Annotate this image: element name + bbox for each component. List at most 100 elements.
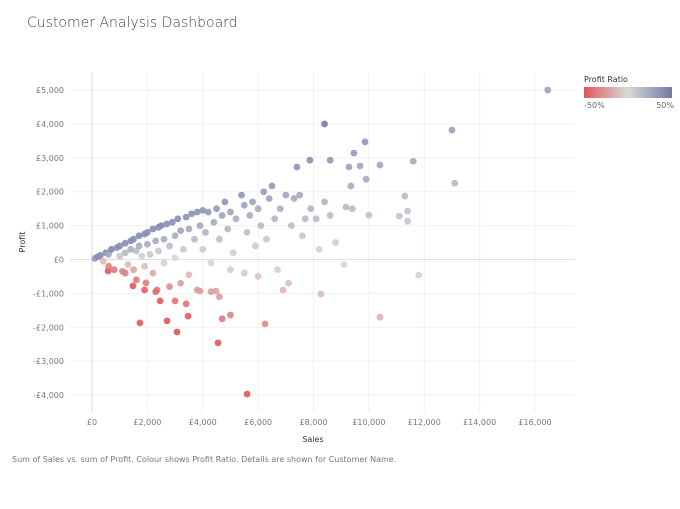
data-point[interactable] — [130, 235, 137, 243]
data-point[interactable] — [155, 247, 162, 255]
data-point[interactable] — [246, 212, 254, 219]
data-point[interactable] — [96, 252, 104, 259]
data-point[interactable] — [196, 222, 204, 230]
data-point[interactable] — [168, 218, 176, 226]
data-point[interactable] — [116, 252, 124, 260]
data-point[interactable] — [218, 212, 226, 219]
data-point[interactable] — [544, 86, 552, 94]
data-point[interactable] — [182, 300, 190, 308]
data-point[interactable] — [124, 261, 132, 268]
data-point[interactable] — [356, 162, 364, 170]
data-point[interactable] — [290, 195, 298, 202]
data-point[interactable] — [299, 232, 306, 240]
data-point[interactable] — [163, 317, 171, 325]
data-point[interactable] — [376, 161, 384, 169]
data-point[interactable] — [227, 311, 234, 319]
legend-color-ramp[interactable] — [584, 87, 672, 98]
data-point[interactable] — [121, 249, 129, 257]
data-point[interactable] — [254, 273, 262, 280]
data-point[interactable] — [193, 208, 201, 216]
data-point[interactable] — [287, 222, 295, 230]
data-point[interactable] — [210, 218, 218, 226]
data-point[interactable] — [404, 207, 412, 215]
data-point[interactable] — [212, 287, 220, 295]
data-point[interactable] — [240, 269, 248, 277]
data-point[interactable] — [149, 225, 157, 233]
data-point[interactable] — [224, 225, 232, 233]
data-point[interactable] — [251, 242, 259, 250]
data-point[interactable] — [395, 212, 403, 220]
data-point[interactable] — [146, 251, 154, 258]
data-point[interactable] — [347, 182, 355, 190]
data-point[interactable] — [141, 262, 149, 270]
data-point[interactable] — [321, 120, 328, 128]
data-point[interactable] — [213, 205, 220, 213]
data-point[interactable] — [448, 126, 456, 134]
data-point[interactable] — [261, 320, 269, 328]
data-point[interactable] — [401, 192, 409, 200]
data-point[interactable] — [409, 157, 417, 165]
data-point[interactable] — [173, 328, 181, 336]
data-point[interactable] — [254, 205, 262, 213]
data-point[interactable] — [376, 313, 384, 321]
data-point[interactable] — [215, 293, 223, 301]
data-point[interactable] — [121, 269, 129, 277]
data-point[interactable] — [199, 245, 207, 253]
data-point[interactable] — [207, 288, 215, 296]
data-point[interactable] — [121, 239, 129, 247]
data-point[interactable] — [160, 259, 168, 267]
data-point[interactable] — [204, 208, 212, 216]
data-point[interactable] — [296, 191, 304, 199]
data-point[interactable] — [143, 240, 151, 248]
data-point[interactable] — [171, 297, 179, 305]
data-point[interactable] — [307, 205, 315, 213]
data-point[interactable] — [149, 269, 157, 277]
data-point[interactable] — [362, 175, 370, 183]
data-point[interactable] — [132, 247, 140, 255]
data-point[interactable] — [142, 279, 150, 287]
data-point[interactable] — [215, 235, 223, 243]
data-point[interactable] — [268, 182, 276, 190]
data-point[interactable] — [293, 163, 301, 171]
data-point[interactable] — [177, 279, 185, 287]
data-point[interactable] — [229, 249, 237, 257]
data-point[interactable] — [218, 315, 226, 323]
data-point[interactable] — [221, 198, 229, 206]
data-point[interactable] — [332, 239, 340, 246]
data-point[interactable] — [116, 242, 124, 250]
data-point[interactable] — [342, 203, 350, 211]
data-point[interactable] — [243, 390, 251, 398]
data-point[interactable] — [188, 210, 196, 218]
data-point[interactable] — [156, 297, 164, 305]
data-point[interactable] — [199, 206, 207, 214]
data-point[interactable] — [315, 245, 323, 253]
data-point[interactable] — [166, 283, 173, 291]
data-point[interactable] — [249, 198, 256, 206]
data-point[interactable] — [257, 222, 265, 230]
data-point[interactable] — [404, 217, 412, 225]
data-point[interactable] — [260, 188, 268, 196]
data-point[interactable] — [132, 276, 140, 284]
data-point[interactable] — [321, 198, 328, 206]
data-point[interactable] — [265, 195, 273, 202]
data-point[interactable] — [136, 319, 144, 327]
data-point[interactable] — [105, 251, 113, 258]
data-point[interactable] — [207, 259, 215, 267]
data-point[interactable] — [110, 266, 118, 274]
data-point[interactable] — [184, 312, 192, 320]
data-point[interactable] — [214, 339, 222, 347]
data-point[interactable] — [276, 205, 284, 213]
data-point[interactable] — [348, 205, 356, 213]
data-point[interactable] — [138, 252, 146, 260]
data-point[interactable] — [326, 156, 334, 164]
data-point[interactable] — [326, 212, 334, 219]
data-point[interactable] — [129, 282, 137, 290]
data-point[interactable] — [193, 286, 201, 294]
data-point[interactable] — [271, 215, 279, 223]
data-point[interactable] — [141, 286, 149, 294]
data-point[interactable] — [243, 228, 251, 236]
data-point[interactable] — [105, 262, 113, 270]
data-point[interactable] — [174, 215, 182, 223]
data-point[interactable] — [340, 261, 348, 268]
